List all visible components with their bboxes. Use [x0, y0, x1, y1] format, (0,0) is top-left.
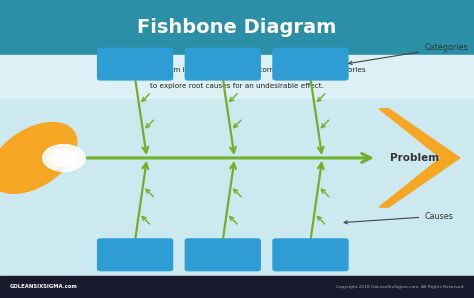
FancyBboxPatch shape: [272, 238, 348, 271]
FancyBboxPatch shape: [272, 48, 348, 80]
Text: GOLEANSIXSIGMA.com: GOLEANSIXSIGMA.com: [9, 284, 77, 289]
Bar: [0, 276, 474, 298]
Text: Categories: Categories: [349, 43, 468, 64]
Polygon shape: [0, 147, 64, 193]
Text: Problem: Problem: [390, 153, 439, 163]
FancyBboxPatch shape: [184, 238, 261, 271]
Polygon shape: [379, 109, 460, 207]
FancyBboxPatch shape: [97, 238, 173, 271]
Text: Fishbone Diagram: Fishbone Diagram: [137, 18, 337, 37]
FancyBboxPatch shape: [97, 48, 173, 80]
Polygon shape: [2, 122, 77, 169]
Text: A Fishbone Diagram is a structured brainstorming tool using categories: A Fishbone Diagram is a structured brain…: [108, 67, 366, 73]
Text: Causes: Causes: [344, 212, 453, 224]
Circle shape: [51, 150, 77, 166]
Circle shape: [43, 145, 85, 171]
FancyBboxPatch shape: [184, 48, 261, 80]
Bar: [0, 0, 474, 55]
Bar: [0, 55, 474, 98]
Text: to explore root causes for an undesirable effect.: to explore root causes for an undesirabl…: [150, 83, 324, 89]
Text: Copyright 2018 GoLeanSixSigma.com. All Rights Reserved.: Copyright 2018 GoLeanSixSigma.com. All R…: [336, 285, 465, 289]
